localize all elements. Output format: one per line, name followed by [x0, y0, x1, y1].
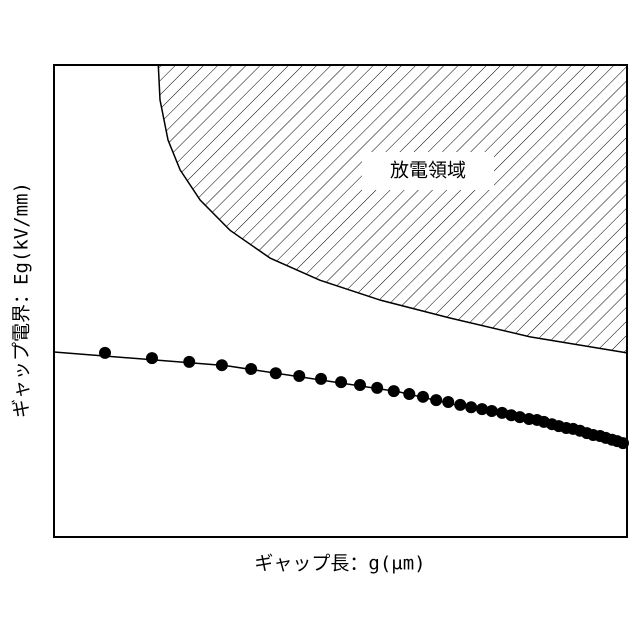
- data-point: [270, 367, 282, 379]
- data-point: [293, 370, 305, 382]
- data-point: [465, 401, 477, 413]
- data-point: [216, 359, 228, 371]
- data-point: [354, 379, 366, 391]
- data-point: [99, 347, 111, 359]
- y-axis-label: ギャップ電界：Eg(kV/mm): [11, 182, 33, 418]
- annotation: 放電領域: [390, 160, 466, 182]
- data-point: [146, 352, 158, 364]
- data-point: [371, 382, 383, 394]
- chart: 放電領域 ギャップ長：g(μm) ギャップ電界：Eg(kV/mm): [0, 0, 640, 640]
- data-point: [388, 385, 400, 397]
- data-point: [315, 373, 327, 385]
- data-point: [430, 394, 442, 406]
- data-point: [417, 391, 429, 403]
- data-point: [183, 356, 195, 368]
- plot: [54, 65, 629, 449]
- series-line: [54, 352, 627, 444]
- data-point: [486, 405, 498, 417]
- data-point: [442, 396, 454, 408]
- data-point: [335, 376, 347, 388]
- x-axis-label: ギャップ長：g(μm): [254, 553, 425, 575]
- data-point: [245, 363, 257, 375]
- data-point: [403, 388, 415, 400]
- discharge-region: [158, 65, 627, 353]
- data-point: [454, 399, 466, 411]
